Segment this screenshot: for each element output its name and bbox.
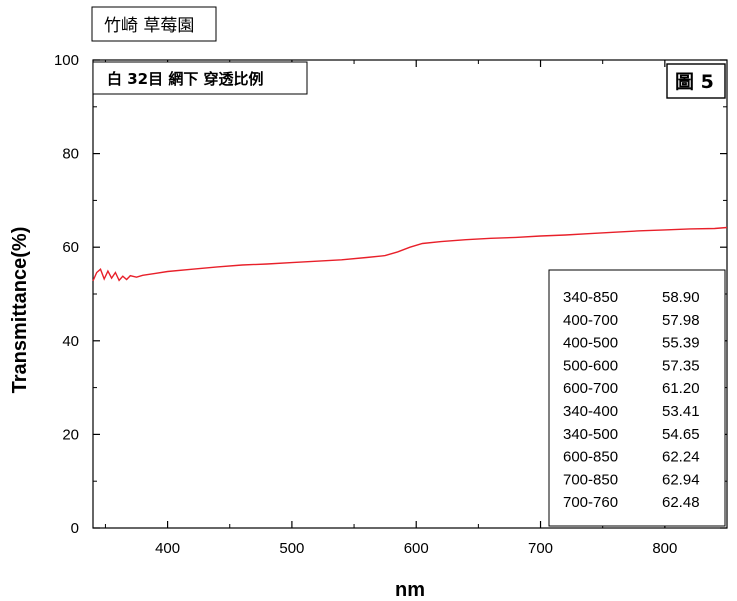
table-value: 62.24 (662, 449, 700, 466)
x-tick-label: 400 (155, 540, 180, 557)
y-tick-label: 20 (62, 426, 79, 443)
table-range: 700-760 (563, 494, 618, 511)
table-range: 600-700 (563, 380, 618, 397)
table-value: 62.48 (662, 494, 700, 511)
summary-table: 340-850 58.90 400-700 57.98 400-500 55.39 500-… (548, 269, 726, 527)
table-range: 500-600 (563, 357, 618, 374)
y-tick-label: 0 (71, 520, 79, 537)
table-range: 400-700 (563, 312, 618, 329)
table-value: 58.90 (662, 289, 700, 306)
y-tick-label: 100 (54, 52, 79, 69)
x-axis-title: nm (395, 579, 425, 601)
y-axis-title: Transmittance(%) (9, 227, 31, 394)
table-range: 600-850 (563, 449, 618, 466)
header-label: 竹崎 草莓園 (91, 6, 217, 42)
table-range: 340-850 (563, 289, 618, 306)
table-value: 61.20 (662, 380, 700, 397)
table-value: 54.65 (662, 426, 700, 443)
table-range: 700-850 (563, 471, 618, 488)
table-value: 57.98 (662, 312, 700, 329)
table-value: 62.94 (662, 471, 700, 488)
table-range: 400-500 (563, 335, 618, 352)
y-tick-label: 80 (62, 146, 79, 163)
figure-label-box: 圖 5 (666, 63, 726, 99)
chart-title: 白 32目 網下 穿透比例 (107, 70, 264, 88)
x-tick-label: 600 (404, 540, 429, 557)
chart-title-box: 白 32目 網下 穿透比例 (92, 61, 308, 95)
figure-label: 圖 5 (675, 71, 714, 93)
table-value: 53.41 (662, 403, 700, 420)
y-tick-label: 60 (62, 239, 79, 256)
x-tick-label: 500 (279, 540, 304, 557)
series-line (92, 226, 728, 282)
table-value: 55.39 (662, 335, 700, 352)
table-range: 340-500 (563, 426, 618, 443)
table-value: 57.35 (662, 357, 700, 374)
x-tick-label: 800 (652, 540, 677, 557)
table-range: 340-400 (563, 403, 618, 420)
header-label-text: 竹崎 草莓園 (104, 16, 194, 36)
x-tick-label: 700 (528, 540, 553, 557)
y-tick-label: 40 (62, 333, 79, 350)
